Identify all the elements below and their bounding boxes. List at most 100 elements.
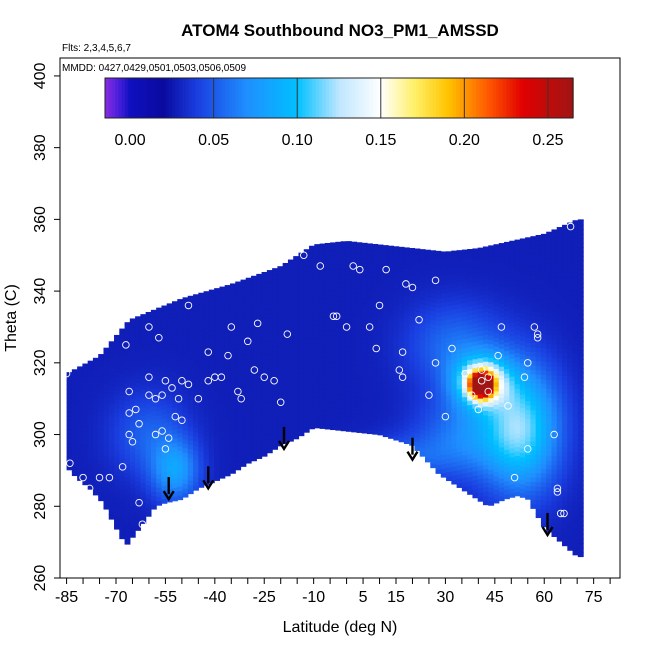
- heat-cell: [361, 388, 368, 394]
- heat-cell: [193, 333, 199, 339]
- heat-cell: [556, 285, 563, 291]
- heat-cell: [388, 281, 394, 287]
- heat-cell: [172, 301, 178, 305]
- heat-cell: [551, 285, 558, 291]
- heat-cell: [303, 342, 310, 348]
- heat-cell: [145, 399, 152, 405]
- heat-cell: [77, 417, 83, 423]
- heat-cell: [467, 252, 474, 258]
- heat-cell: [361, 262, 368, 268]
- heat-cell: [319, 271, 326, 277]
- heat-cell: [414, 311, 421, 317]
- heat-cell: [504, 328, 510, 334]
- heat-cell: [293, 407, 300, 413]
- heat-cell: [546, 262, 553, 268]
- heat-cell: [577, 283, 584, 289]
- heat-cell: [293, 317, 300, 323]
- heat-cell: [103, 352, 110, 358]
- heat-cell: [98, 366, 105, 372]
- heat-cell: [261, 375, 268, 381]
- heat-cell: [356, 360, 363, 366]
- heat-cell: [440, 382, 447, 388]
- heat-cell: [203, 390, 210, 396]
- heat-cell: [319, 370, 326, 376]
- heat-cell: [546, 486, 553, 493]
- heat-cell: [424, 385, 431, 391]
- heat-cell: [256, 400, 263, 406]
- heat-cell: [504, 283, 510, 289]
- heat-cell: [393, 314, 400, 320]
- heat-cell: [577, 520, 584, 526]
- heat-cell: [435, 441, 442, 447]
- heat-cell: [409, 301, 416, 307]
- heat-cell: [562, 478, 568, 484]
- heat-cell: [293, 322, 300, 328]
- heat-cell: [172, 303, 178, 309]
- heat-cell: [150, 437, 157, 443]
- heat-cell: [198, 325, 205, 331]
- heat-cell: [488, 370, 495, 376]
- heat-cell: [388, 312, 394, 318]
- heat-cell: [77, 381, 83, 387]
- heat-cell: [314, 320, 321, 326]
- heat-cell: [256, 391, 263, 397]
- heat-cell: [166, 340, 173, 346]
- heat-cell: [403, 313, 410, 319]
- heat-cell: [240, 390, 247, 396]
- heat-cell: [551, 410, 558, 416]
- heat-cell: [435, 311, 442, 317]
- heat-cell: [572, 240, 579, 247]
- heat-cell: [382, 355, 389, 361]
- heat-cell: [493, 435, 500, 441]
- heat-cell: [467, 458, 474, 464]
- heat-cell: [298, 381, 305, 387]
- heat-cell: [140, 474, 147, 480]
- heat-cell: [446, 408, 452, 414]
- heat-cell: [388, 424, 394, 430]
- heat-cell: [177, 299, 184, 303]
- heat-cell: [177, 306, 184, 312]
- heat-cell: [356, 297, 363, 303]
- heat-cell: [498, 258, 505, 264]
- heat-cell: [514, 253, 521, 259]
- heat-cell: [556, 258, 563, 264]
- heat-cell: [461, 271, 468, 277]
- heat-cell: [361, 293, 368, 300]
- heat-cell: [377, 295, 384, 301]
- heat-cell: [435, 455, 442, 461]
- heat-cell: [414, 387, 421, 393]
- heat-cell: [562, 505, 568, 511]
- heat-cell: [103, 464, 110, 470]
- heat-cell: [367, 388, 373, 394]
- heat-cell: [504, 269, 510, 276]
- heat-cell: [182, 326, 189, 332]
- heat-cell: [482, 379, 489, 385]
- heat-cell: [345, 399, 352, 405]
- heat-cell: [219, 379, 226, 385]
- heat-cell: [456, 334, 463, 341]
- heat-cell: [446, 314, 452, 320]
- heat-cell: [140, 406, 147, 412]
- heat-cell: [345, 354, 352, 361]
- heat-cell: [409, 373, 416, 379]
- heat-cell: [177, 481, 184, 487]
- heat-cell: [314, 244, 321, 250]
- heat-cell: [156, 352, 163, 358]
- heat-cell: [377, 363, 384, 369]
- heat-cell: [535, 432, 542, 438]
- heat-cell: [451, 434, 458, 440]
- heat-cell: [229, 419, 236, 425]
- heat-cell: [488, 424, 495, 430]
- heat-cell: [535, 391, 542, 398]
- heat-cell: [335, 353, 342, 359]
- heat-cell: [119, 395, 126, 401]
- heat-cell: [430, 359, 437, 366]
- heat-cell: [266, 371, 273, 378]
- heat-cell: [172, 307, 178, 314]
- heat-cell: [519, 492, 526, 498]
- heat-cell: [403, 362, 410, 368]
- heat-cell: [398, 356, 405, 362]
- heat-cell: [509, 394, 516, 400]
- heat-cell: [435, 392, 442, 398]
- heat-cell: [540, 522, 547, 528]
